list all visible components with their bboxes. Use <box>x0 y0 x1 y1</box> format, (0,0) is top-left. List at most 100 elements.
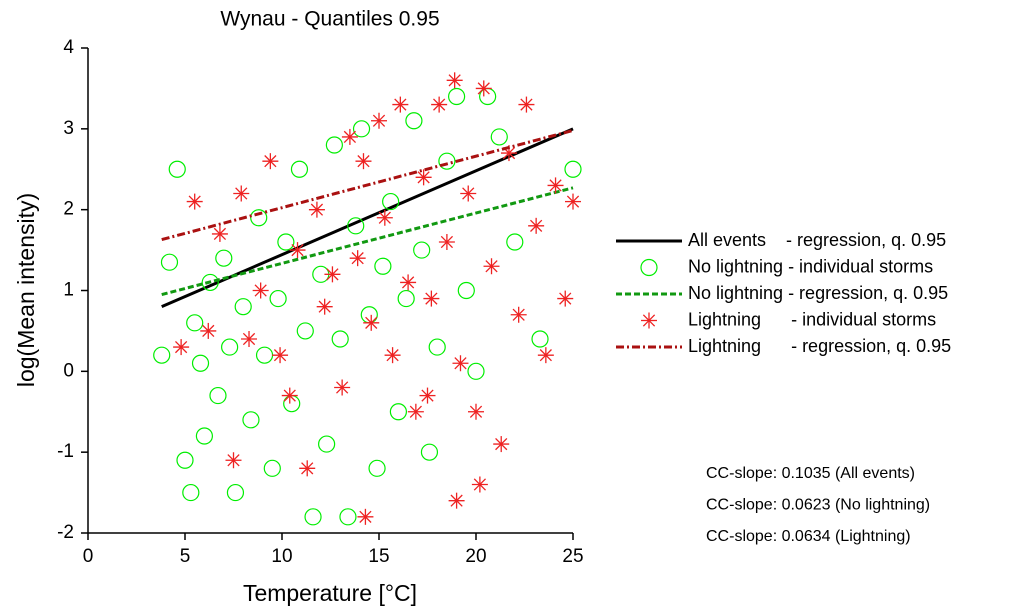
data-point <box>467 362 485 380</box>
data-point <box>191 354 210 372</box>
asterisk-stroke <box>264 155 277 168</box>
asterisk-stroke <box>512 308 525 321</box>
x-tick-label: 25 <box>562 546 583 567</box>
x-axis-label: Temperature [°C] <box>243 580 417 606</box>
asterisk-stroke <box>365 316 378 329</box>
data-point <box>531 330 549 348</box>
data-point <box>457 281 475 300</box>
data-point <box>490 128 508 146</box>
y-tick-label: 4 <box>63 37 74 58</box>
data-point <box>168 160 186 178</box>
legend-label: Lightning - regression, q. 0.95 <box>688 336 951 356</box>
data-point <box>255 346 274 364</box>
data-point <box>176 451 194 469</box>
asterisk-stroke <box>462 187 475 200</box>
asterisk-stroke <box>417 171 430 184</box>
data-point <box>226 483 245 502</box>
data-point <box>400 274 417 291</box>
asterisk-stroke <box>235 187 248 200</box>
asterisk-stroke <box>394 98 407 111</box>
asterisk-stroke <box>336 381 349 394</box>
data-point <box>407 403 424 420</box>
asterisk-stroke <box>642 314 656 327</box>
data-point <box>211 225 228 242</box>
asterisk-stroke <box>409 405 422 418</box>
data-point <box>334 379 351 396</box>
data-point <box>413 241 431 259</box>
legend-label: Lightning - individual storms <box>688 309 936 329</box>
asterisk-stroke <box>454 357 467 370</box>
chart-title: Wynau - Quantiles 0.95 <box>220 8 439 31</box>
asterisk-stroke <box>188 195 201 208</box>
data-point <box>357 508 374 525</box>
data-point <box>186 314 204 332</box>
data-point <box>347 217 365 235</box>
data-point <box>384 347 401 364</box>
asterisk-stroke <box>450 494 463 507</box>
asterisk-stroke <box>477 82 490 95</box>
legend-label: No lightning - individual storms <box>688 256 933 276</box>
asterisk-stroke <box>372 114 386 127</box>
asterisk-stroke <box>351 252 364 265</box>
data-point <box>289 242 306 259</box>
data-point <box>448 492 465 509</box>
data-point <box>304 508 322 526</box>
asterisk-stroke <box>318 300 331 313</box>
data-point <box>420 443 439 461</box>
asterisk-stroke <box>213 227 227 241</box>
data-point <box>528 217 545 234</box>
y-tick-label: 2 <box>63 199 74 220</box>
data-point <box>557 290 574 307</box>
data-point <box>368 459 386 477</box>
data-point <box>160 253 179 271</box>
data-point <box>215 249 233 267</box>
asterisk-stroke <box>227 454 240 467</box>
asterisk-stroke <box>539 349 552 362</box>
asterisk-stroke <box>549 179 562 192</box>
data-point <box>290 160 309 178</box>
data-point <box>195 427 213 445</box>
data-point <box>201 273 219 292</box>
data-point <box>506 233 524 251</box>
data-point <box>483 258 500 275</box>
data-point <box>376 209 393 226</box>
data-point <box>299 460 316 477</box>
data-point <box>200 322 217 339</box>
data-point <box>269 289 287 308</box>
asterisk-stroke <box>175 340 188 354</box>
regression-line <box>161 186 574 296</box>
y-axis-label: log(Mean intensity) <box>13 193 39 387</box>
data-point <box>446 72 463 89</box>
data-point <box>518 96 535 113</box>
data-point <box>339 508 357 526</box>
asterisk-stroke <box>473 478 486 491</box>
data-point <box>225 452 242 469</box>
data-point <box>182 483 200 502</box>
x-tick-label: 20 <box>465 546 486 567</box>
asterisk-stroke <box>495 437 508 451</box>
asterisk-stroke <box>520 98 533 111</box>
legend-swatch <box>641 312 657 329</box>
data-point <box>431 96 448 113</box>
annotation: CC-slope: 0.0623 (No lightning) <box>706 497 930 514</box>
regression-line <box>161 129 574 242</box>
data-point <box>263 459 281 477</box>
data-point <box>475 80 492 97</box>
asterisk-stroke <box>440 235 454 249</box>
data-point <box>186 193 203 210</box>
data-point <box>405 112 423 130</box>
legend-label: No lightning - regression, q. 0.95 <box>688 283 948 303</box>
data-point <box>371 112 387 129</box>
y-tick-label: 1 <box>63 280 74 301</box>
data-point <box>355 153 372 170</box>
data-point <box>331 330 349 348</box>
y-tick-label: 3 <box>63 118 74 139</box>
asterisk-stroke <box>559 292 572 305</box>
asterisk-stroke <box>469 405 483 418</box>
data-point <box>392 96 409 113</box>
data-point <box>397 289 415 308</box>
data-point <box>262 153 279 170</box>
asterisk-stroke <box>359 510 372 523</box>
data-point <box>325 136 343 154</box>
data-point <box>389 403 407 421</box>
